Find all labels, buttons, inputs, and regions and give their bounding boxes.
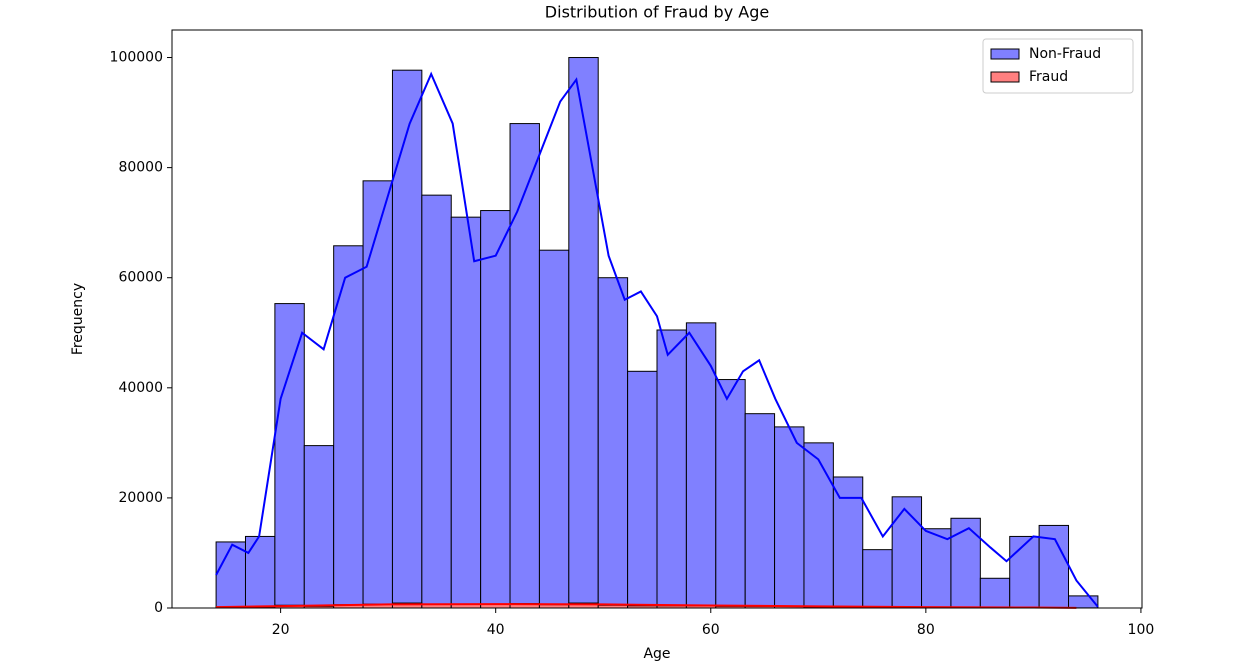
bar: [245, 536, 274, 608]
bar: [951, 518, 980, 608]
bar: [716, 380, 745, 608]
bar: [598, 278, 627, 608]
y-axis-label: Frequency: [70, 283, 86, 355]
bar: [1010, 536, 1039, 608]
x-tick-label: 60: [702, 622, 720, 638]
bar: [804, 443, 833, 608]
bar: [657, 330, 686, 608]
bar: [922, 529, 951, 608]
bar: [481, 211, 510, 608]
y-tick-label: 60000: [118, 270, 163, 286]
y-tick-label: 20000: [118, 490, 163, 506]
bar: [275, 304, 304, 608]
x-axis-label: Age: [643, 646, 670, 662]
y-tick-label: 0: [154, 600, 163, 616]
bar: [775, 427, 804, 608]
bar: [363, 181, 392, 608]
bar: [833, 477, 862, 608]
bar: [451, 217, 480, 608]
bar: [422, 195, 451, 608]
x-tick-label: 40: [487, 622, 505, 638]
chart-title: Distribution of Fraud by Age: [545, 3, 769, 22]
legend-swatch: [991, 49, 1019, 59]
bar: [569, 58, 598, 608]
y-tick-label: 100000: [110, 50, 163, 66]
bar: [510, 124, 539, 608]
x-tick-label: 20: [272, 622, 290, 638]
bar: [745, 414, 774, 608]
y-tick-label: 80000: [118, 160, 163, 176]
y-tick-label: 40000: [118, 380, 163, 396]
legend-label: Non-Fraud: [1029, 46, 1101, 62]
bar: [392, 70, 421, 608]
x-tick-label: 100: [1128, 622, 1155, 638]
legend-label: Fraud: [1029, 69, 1068, 85]
bar: [304, 446, 333, 608]
legend: Non-Fraud Fraud: [983, 39, 1133, 93]
bar: [892, 497, 921, 608]
bar: [863, 550, 892, 608]
bar: [216, 542, 245, 608]
bar: [980, 578, 1009, 608]
x-tick-label: 80: [917, 622, 935, 638]
legend-swatch: [991, 72, 1019, 82]
bar: [628, 371, 657, 608]
bar: [539, 250, 568, 608]
